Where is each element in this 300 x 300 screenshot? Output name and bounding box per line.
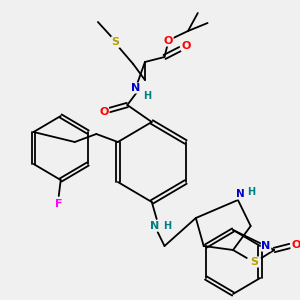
Text: O: O [99, 107, 109, 117]
Text: S: S [250, 257, 259, 267]
Text: N: N [236, 189, 244, 199]
Text: N: N [150, 221, 159, 231]
Text: O: O [164, 36, 173, 46]
Text: N: N [261, 241, 271, 251]
Text: O: O [291, 240, 300, 250]
Text: H: H [143, 91, 151, 101]
Text: O: O [182, 41, 191, 51]
Text: N: N [130, 83, 140, 93]
Text: S: S [112, 37, 119, 47]
Text: H: H [164, 221, 172, 231]
Text: F: F [55, 199, 62, 209]
Text: H: H [248, 187, 256, 197]
